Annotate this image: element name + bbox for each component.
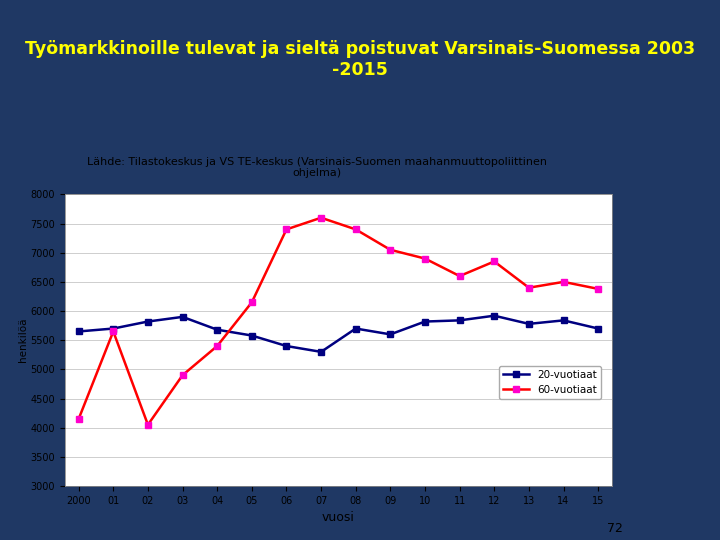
Text: Lähde: Tilastokeskus ja VS TE-keskus (Varsinais-Suomen maahanmuuttopoliittinen
o: Lähde: Tilastokeskus ja VS TE-keskus (Va…: [87, 157, 546, 178]
60-vuotiaat: [109, 328, 117, 335]
20-vuotiaat: [490, 313, 498, 319]
X-axis label: vuosi: vuosi: [322, 511, 355, 524]
60-vuotiaat: [248, 299, 256, 306]
20-vuotiaat: [559, 317, 568, 323]
60-vuotiaat: [386, 247, 395, 253]
20-vuotiaat: [351, 325, 360, 332]
60-vuotiaat: [490, 258, 498, 265]
60-vuotiaat: [143, 422, 152, 428]
20-vuotiaat: [282, 343, 291, 349]
60-vuotiaat: [455, 273, 464, 279]
Text: 72: 72: [607, 522, 623, 535]
20-vuotiaat: [420, 318, 429, 325]
20-vuotiaat: [179, 314, 187, 320]
60-vuotiaat: [179, 372, 187, 379]
60-vuotiaat: [559, 279, 568, 285]
20-vuotiaat: [248, 332, 256, 339]
60-vuotiaat: [594, 286, 603, 292]
Line: 20-vuotiaat: 20-vuotiaat: [76, 313, 601, 355]
20-vuotiaat: [109, 325, 117, 332]
20-vuotiaat: [317, 349, 325, 355]
60-vuotiaat: [351, 226, 360, 233]
60-vuotiaat: [282, 226, 291, 233]
20-vuotiaat: [594, 325, 603, 332]
20-vuotiaat: [74, 328, 83, 335]
20-vuotiaat: [143, 318, 152, 325]
Legend: 20-vuotiaat, 60-vuotiaat: 20-vuotiaat, 60-vuotiaat: [499, 366, 601, 399]
Line: 60-vuotiaat: 60-vuotiaat: [76, 215, 601, 428]
20-vuotiaat: [455, 317, 464, 323]
20-vuotiaat: [525, 321, 534, 327]
Y-axis label: henkilöä: henkilöä: [17, 318, 27, 362]
Text: Työmarkkinoille tulevat ja sieltä poistuvat Varsinais-Suomessa 2003
-2015: Työmarkkinoille tulevat ja sieltä poistu…: [25, 40, 695, 79]
20-vuotiaat: [386, 331, 395, 338]
60-vuotiaat: [74, 416, 83, 422]
60-vuotiaat: [213, 343, 222, 349]
20-vuotiaat: [213, 327, 222, 333]
60-vuotiaat: [420, 255, 429, 262]
60-vuotiaat: [317, 214, 325, 221]
60-vuotiaat: [525, 285, 534, 291]
